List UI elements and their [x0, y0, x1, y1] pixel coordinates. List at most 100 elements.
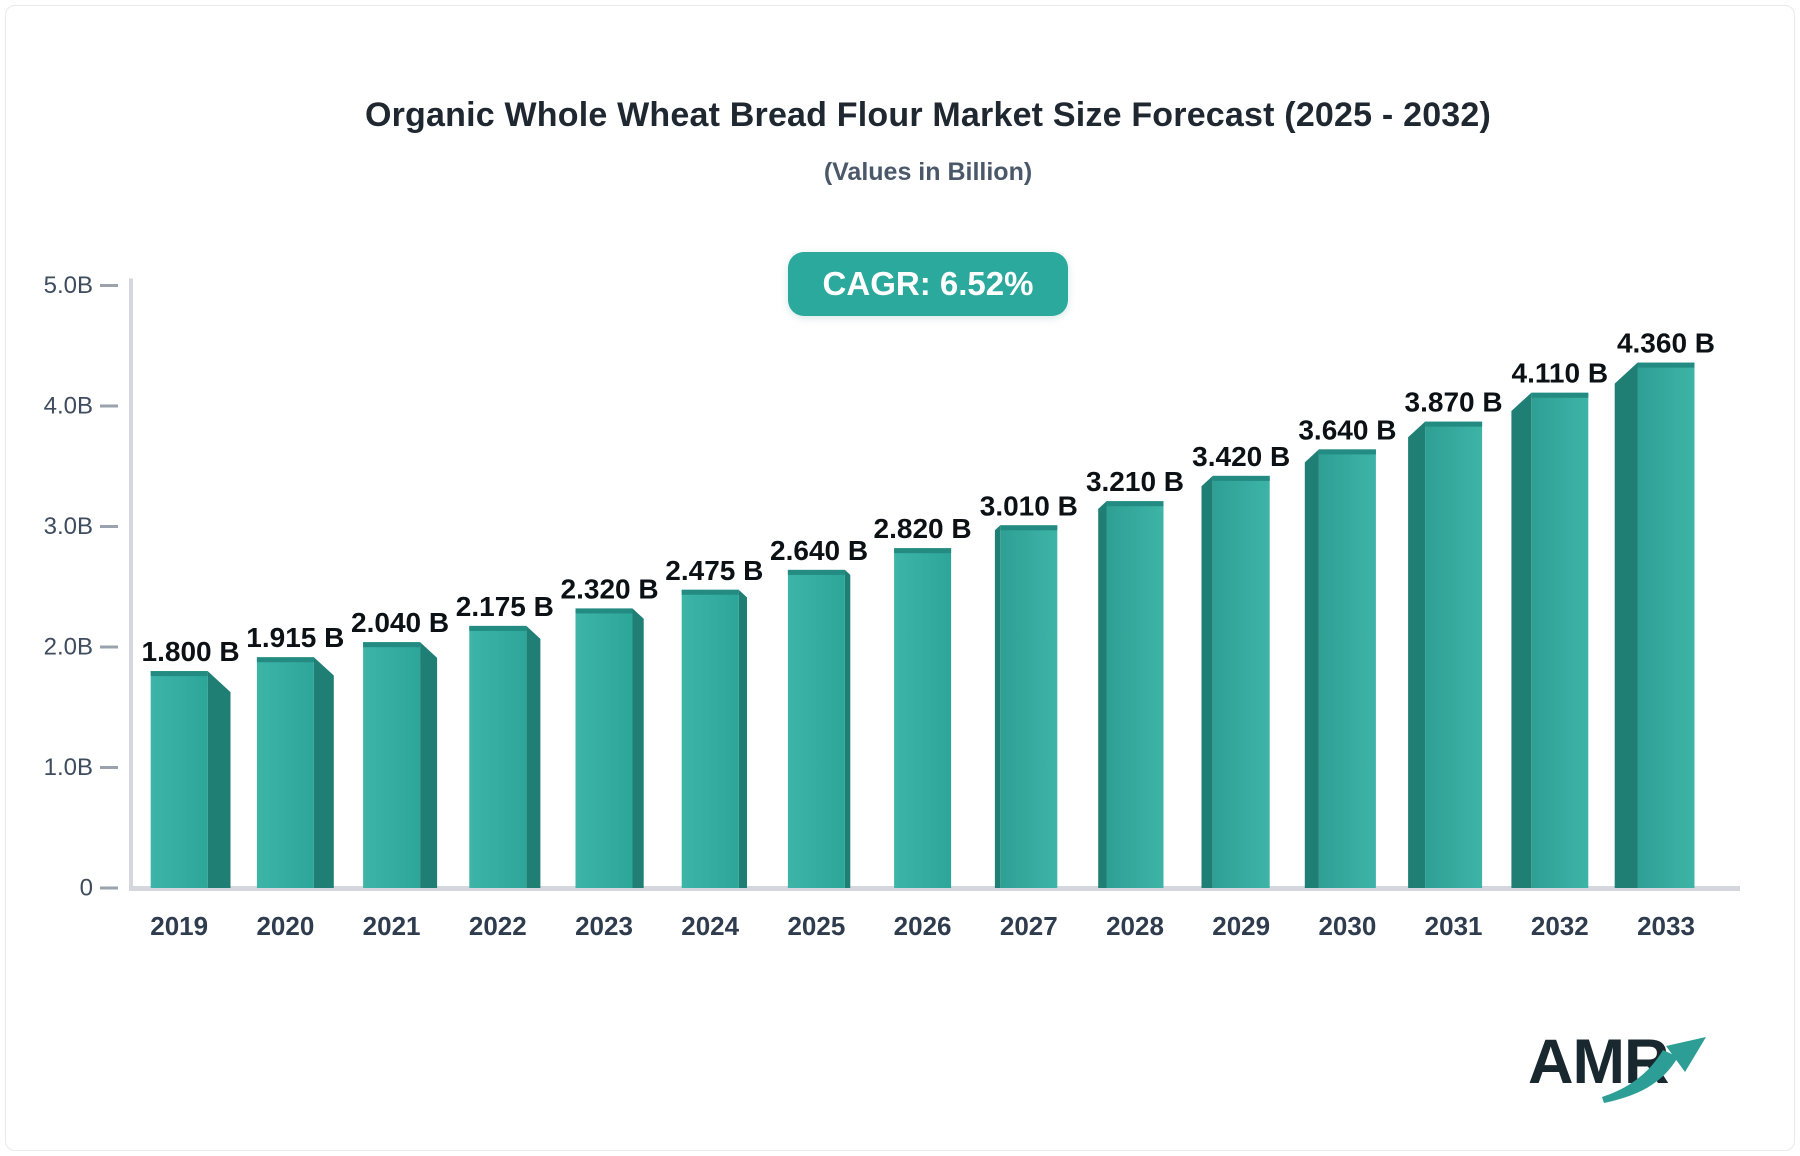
bar-front-face	[575, 608, 633, 888]
bar-top-cap	[1106, 501, 1164, 507]
bar-side-face	[738, 589, 747, 888]
y-tick-dash	[100, 404, 118, 408]
bar-top-cap	[894, 548, 952, 554]
bar-value-label: 1.915 B	[246, 622, 344, 653]
y-axis-label: 5.0B	[44, 272, 93, 299]
bar-2028: 3.210 B 2028	[1086, 466, 1184, 941]
bar-value-label: 4.110 B	[1512, 358, 1609, 389]
bar-2023: 2.320 B 2023	[561, 573, 659, 941]
bar-front-face	[1318, 449, 1376, 888]
bar-2032: 4.110 B 2032	[1511, 358, 1608, 941]
bar-top-cap	[1318, 449, 1376, 455]
bar-2033: 4.360 B 2033	[1614, 328, 1715, 941]
bar-side-face	[632, 608, 644, 888]
bar-side-face	[1098, 501, 1107, 888]
y-axis-label: 4.0B	[44, 393, 93, 420]
bar-front-face	[787, 569, 845, 888]
bar-front-face	[681, 589, 739, 888]
bar-value-label: 3.420 B	[1192, 441, 1290, 472]
bar-front-face	[894, 548, 952, 888]
bar-2019: 1.800 B 2019	[142, 636, 240, 941]
bar-top-cap	[1000, 525, 1058, 531]
x-axis-line	[129, 886, 1740, 891]
y-tick-dash	[100, 645, 118, 649]
bar-2022: 2.175 B 2022	[456, 591, 554, 941]
bar-top-cap	[469, 625, 527, 631]
bar-front-face	[1531, 392, 1589, 888]
y-axis-line	[129, 278, 133, 888]
cagr-badge: CAGR: 6.52%	[788, 252, 1068, 316]
bar-top-cap	[1637, 362, 1695, 368]
bar-front-face	[1425, 421, 1483, 888]
bar-2020: 1.915 B 2020	[246, 622, 344, 941]
y-axis-label: 0	[80, 875, 93, 902]
bar-front-face	[363, 642, 421, 888]
x-axis-label: 2023	[575, 911, 633, 941]
bar-2031: 3.870 B 2031	[1405, 387, 1503, 941]
bar-value-label: 3.010 B	[980, 490, 1078, 521]
bar-side-face	[420, 642, 438, 888]
bar-value-label: 2.475 B	[665, 555, 763, 586]
y-tick-dash	[100, 766, 118, 769]
bar-side-face	[1614, 362, 1638, 888]
bar-value-label: 3.640 B	[1298, 414, 1396, 445]
bar-side-face	[844, 569, 851, 888]
bar-2027: 3.010 B 2027	[980, 490, 1078, 941]
x-axis-label: 2027	[1000, 911, 1058, 941]
bar-front-face	[1212, 475, 1270, 888]
x-axis-label: 2032	[1531, 911, 1589, 941]
bar-top-cap	[150, 671, 208, 677]
bar-top-cap	[363, 642, 421, 648]
trend-up-arrow-icon	[1602, 1037, 1706, 1103]
bar-top-cap	[681, 589, 739, 595]
x-axis-label: 2019	[150, 911, 208, 941]
chart-subtitle: (Values in Billion)	[823, 158, 1033, 186]
x-axis-label: 2021	[363, 911, 421, 941]
x-axis-label: 2030	[1318, 911, 1376, 941]
bar-value-label: 2.640 B	[770, 535, 868, 566]
bar-value-label: 2.320 B	[561, 573, 659, 604]
bar-side-face	[526, 625, 541, 888]
bar-top-cap	[1425, 421, 1483, 427]
x-axis-label: 2029	[1212, 911, 1270, 941]
bar-side-face	[1408, 421, 1426, 888]
bar-value-label: 2.820 B	[874, 513, 972, 544]
bar-2029: 3.420 B 2029	[1192, 441, 1290, 941]
bar-top-cap	[787, 569, 845, 575]
bar-top-cap	[575, 608, 633, 614]
y-tick-dash	[100, 284, 118, 287]
bar-top-cap	[1212, 475, 1270, 481]
bar-front-face	[1000, 525, 1058, 888]
x-axis-label: 2020	[256, 911, 314, 941]
y-tick-dash	[100, 525, 118, 528]
bar-2030: 3.640 B 2030	[1298, 414, 1396, 941]
x-axis-label: 2028	[1106, 911, 1164, 941]
x-axis-label: 2033	[1637, 911, 1695, 941]
bar-top-cap	[1531, 392, 1589, 398]
bar-side-face	[313, 657, 334, 888]
bar-value-label: 2.040 B	[351, 607, 449, 638]
bar-value-label: 3.870 B	[1405, 387, 1503, 418]
bar-side-face	[207, 671, 231, 888]
x-axis-label: 2026	[894, 911, 952, 941]
bar-side-face	[1201, 475, 1213, 888]
amr-logo: AMR	[1528, 1026, 1728, 1126]
bar-top-cap	[256, 657, 314, 663]
bar-value-label: 3.210 B	[1086, 466, 1184, 497]
y-axis-label: 2.0B	[44, 634, 93, 661]
bar-side-face	[994, 525, 1001, 888]
bar-front-face	[256, 657, 314, 888]
bar-value-label: 1.800 B	[142, 636, 240, 667]
bar-2021: 2.040 B 2021	[351, 607, 449, 941]
x-axis-label: 2031	[1425, 911, 1483, 941]
x-axis-label: 2025	[787, 911, 845, 941]
bar-2026: 2.820 B 2026	[874, 513, 972, 941]
bar-front-face	[1106, 501, 1164, 888]
y-axis-label: 3.0B	[44, 513, 93, 540]
bar-2024: 2.475 B 2024	[665, 555, 763, 941]
x-axis-label: 2022	[469, 911, 527, 941]
bar-2025: 2.640 B 2025	[770, 535, 868, 941]
chart-title: Organic Whole Wheat Bread Flour Market S…	[364, 96, 1492, 134]
